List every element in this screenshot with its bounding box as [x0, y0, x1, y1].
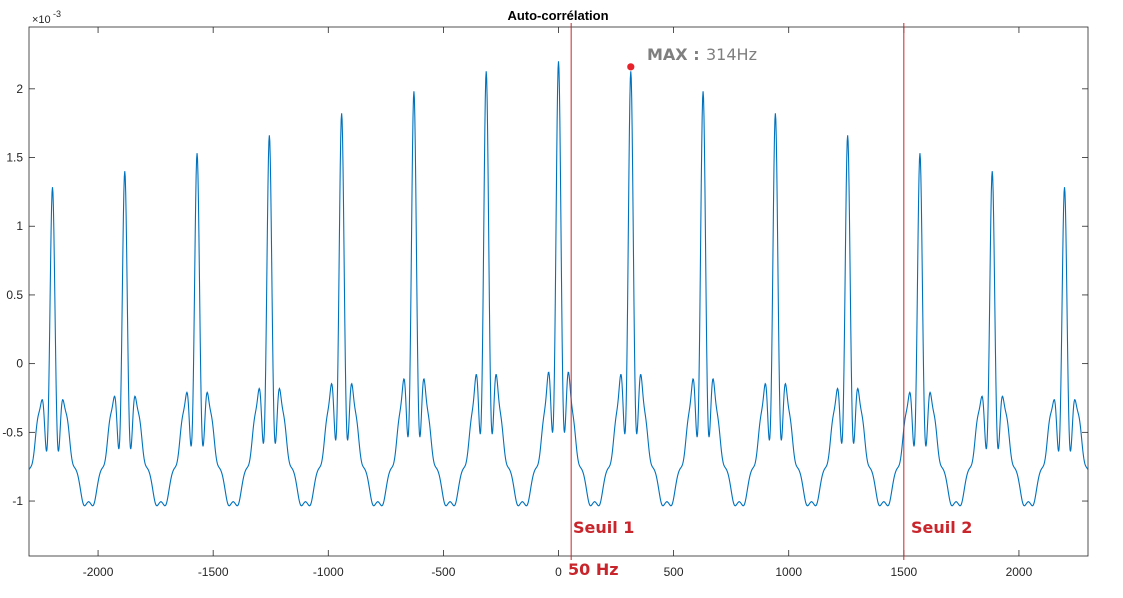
y-tick-label: 0.5: [6, 288, 23, 302]
x-tick-label: -500: [431, 565, 455, 579]
y-tick-label: 0: [16, 357, 23, 371]
x-tick-label: 1000: [775, 565, 802, 579]
plot-frame: [28, 26, 1089, 557]
x-axis: -2000 -1500 -1000 -500 0 500 1000 1500 2000: [83, 27, 1033, 579]
series-line-autocorrelation: [28, 61, 1089, 507]
x-tick-label: -1500: [198, 565, 229, 579]
x-tick-label: 500: [664, 565, 684, 579]
x-tick-label: -2000: [83, 565, 114, 579]
max-value: 314Hz: [706, 45, 757, 64]
max-marker: [627, 63, 635, 71]
x-tick-label: 1500: [890, 565, 917, 579]
chart-title: Auto-corrélation: [507, 8, 608, 23]
y-tick-label: 2: [16, 82, 23, 96]
y-exponent-base: ×10: [32, 14, 51, 26]
x-tick-label: 0: [555, 565, 562, 579]
y-tick-label: 1.5: [6, 151, 23, 165]
max-annotation: MAX : 314Hz: [647, 45, 757, 64]
freq-50hz-label: 50 Hz: [568, 560, 619, 579]
y-axis: -1 -0.5 0 0.5 1 1.5 2: [2, 82, 1088, 508]
y-tick-label: -0.5: [2, 425, 23, 439]
max-label: MAX :: [647, 45, 700, 64]
y-tick-label: 1: [16, 219, 23, 233]
y-exponent-power: -3: [53, 9, 61, 19]
seuil1-label: Seuil 1: [573, 518, 634, 537]
y-tick-label: -1: [12, 494, 23, 508]
x-tick-label: 2000: [1006, 565, 1033, 579]
seuil2-label: Seuil 2: [911, 518, 972, 537]
x-tick-label: -1000: [313, 565, 344, 579]
threshold-lines: [570, 23, 905, 560]
y-exponent: ×10 -3: [32, 9, 61, 26]
